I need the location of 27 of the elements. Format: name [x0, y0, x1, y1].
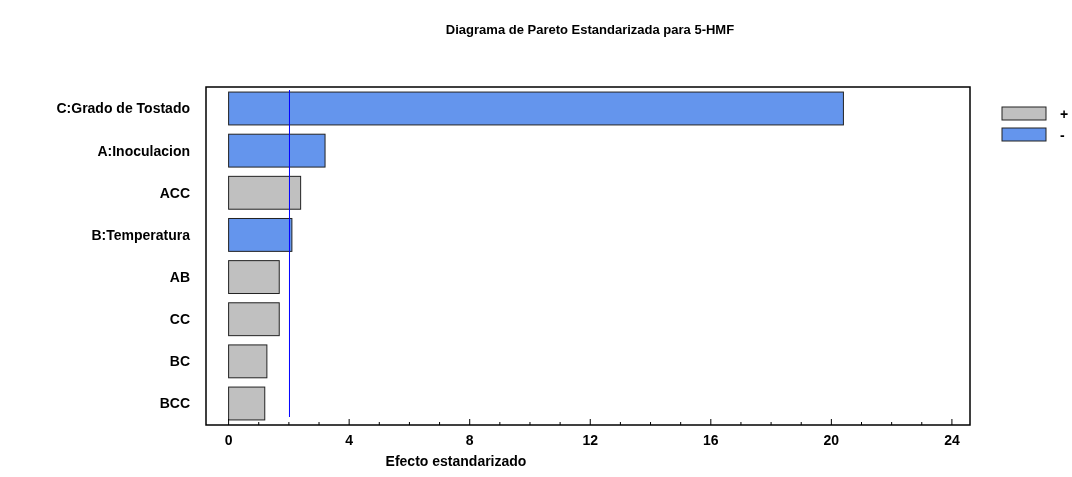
x-tick-label: 4 [345, 432, 354, 448]
x-tick-label: 20 [823, 432, 840, 448]
bar [228, 386, 266, 421]
bar [228, 344, 268, 379]
y-tick-label: A:Inoculacion [97, 142, 190, 159]
y-tick-label: AB [169, 268, 190, 285]
legend-label: + [1060, 105, 1069, 122]
bar [228, 133, 326, 168]
x-axis-title: Efecto estandarizado [385, 453, 527, 469]
bar [228, 302, 280, 337]
legend-label: - [1060, 126, 1065, 143]
y-tick-label: BC [169, 353, 190, 370]
y-tick-label: BCC [159, 395, 190, 412]
y-tick-label: C:Grado de Tostado [56, 100, 190, 117]
bar [228, 260, 280, 295]
x-tick-label: 12 [582, 432, 599, 448]
bar [228, 91, 844, 126]
chart-title: Diagrama de Pareto Estandarizada para 5-HMF [445, 22, 735, 37]
y-tick-label: B:Temperatura [91, 226, 191, 243]
bar [228, 175, 302, 210]
y-tick-label: CC [169, 311, 190, 328]
y-tick-label: ACC [159, 184, 190, 201]
x-tick-label: 0 [224, 432, 233, 448]
bar [228, 217, 293, 252]
x-tick-label: 16 [703, 432, 719, 448]
x-tick-label: 8 [465, 432, 474, 448]
x-tick-label: 24 [944, 432, 960, 448]
